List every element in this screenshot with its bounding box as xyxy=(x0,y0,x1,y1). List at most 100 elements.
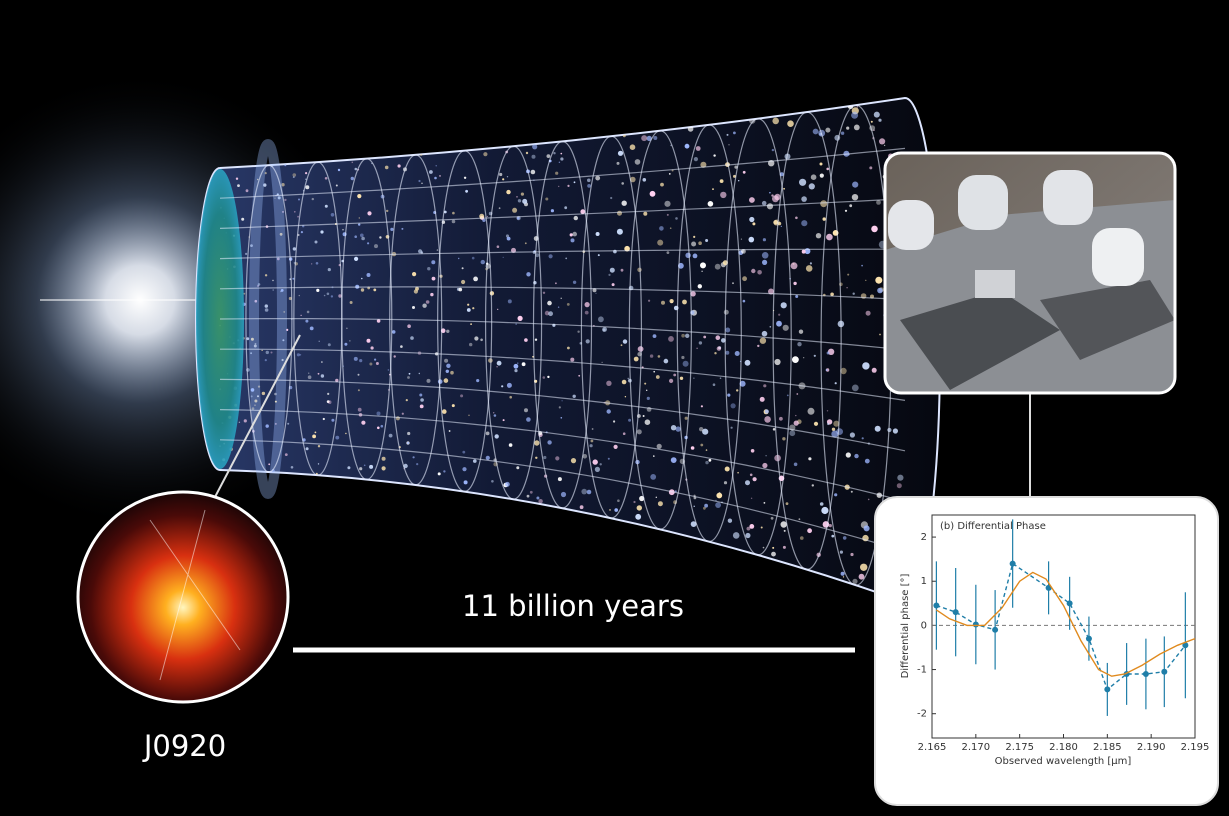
galaxy xyxy=(809,262,813,265)
galaxy xyxy=(370,346,374,350)
galaxy xyxy=(555,456,560,461)
galaxy xyxy=(462,450,466,454)
galaxy xyxy=(287,422,290,425)
galaxy xyxy=(361,236,365,241)
galaxy xyxy=(646,396,650,400)
galaxy xyxy=(437,472,441,476)
galaxy xyxy=(873,129,875,131)
galaxy xyxy=(752,477,757,482)
galaxy xyxy=(292,176,295,179)
galaxy xyxy=(808,457,812,461)
galaxy xyxy=(659,226,664,231)
galaxy xyxy=(517,199,522,203)
galaxy xyxy=(461,267,464,270)
galaxy xyxy=(621,200,627,206)
galaxy xyxy=(707,201,714,207)
galaxy xyxy=(693,377,695,379)
galaxy xyxy=(627,377,629,380)
galaxy xyxy=(708,458,712,462)
galaxy xyxy=(681,333,685,338)
grid-band xyxy=(220,348,906,401)
galaxy xyxy=(257,283,261,286)
galaxy xyxy=(714,263,721,270)
galaxy xyxy=(870,120,873,123)
galaxy xyxy=(435,165,437,167)
galaxy xyxy=(376,411,381,416)
galaxy xyxy=(831,534,835,538)
galaxy xyxy=(783,529,786,532)
galaxy xyxy=(452,211,455,215)
galaxy xyxy=(366,338,371,343)
galaxy xyxy=(851,111,859,119)
galaxy xyxy=(721,338,726,343)
galaxy xyxy=(725,350,730,355)
galaxy xyxy=(834,493,838,497)
galaxy xyxy=(840,571,845,576)
galaxy xyxy=(359,467,363,471)
galaxy xyxy=(580,209,586,215)
galaxy xyxy=(876,200,881,205)
galaxy xyxy=(646,389,648,391)
galaxy xyxy=(630,176,636,183)
galaxy xyxy=(819,173,824,178)
galaxy xyxy=(264,359,267,362)
galaxy xyxy=(727,518,733,523)
shadow xyxy=(900,290,1060,390)
galaxy xyxy=(354,256,359,261)
galaxy xyxy=(410,336,414,340)
galaxy xyxy=(335,184,338,187)
galaxy xyxy=(675,426,681,432)
galaxy xyxy=(602,327,607,332)
galaxy xyxy=(493,414,497,417)
galaxy xyxy=(542,291,546,294)
x-tick-label: 2.190 xyxy=(1137,742,1166,753)
galaxy xyxy=(616,161,620,165)
galaxy xyxy=(345,432,347,435)
galaxy xyxy=(297,215,299,218)
galaxy xyxy=(746,526,751,531)
galaxy xyxy=(858,573,865,580)
galaxy xyxy=(311,263,313,265)
galaxy xyxy=(572,280,577,284)
galaxy xyxy=(254,399,258,403)
galaxy xyxy=(560,297,562,299)
galaxy xyxy=(628,418,632,422)
galaxy xyxy=(801,249,806,254)
time-span-label: 11 billion years xyxy=(462,589,684,623)
galaxy xyxy=(349,301,353,304)
galaxy xyxy=(682,360,689,367)
galaxy xyxy=(264,304,268,308)
galaxy xyxy=(852,578,858,585)
galaxy xyxy=(529,490,533,494)
galaxy xyxy=(673,373,677,377)
galaxy xyxy=(850,490,853,493)
galaxy xyxy=(771,551,776,557)
galaxy xyxy=(479,213,485,219)
galaxy xyxy=(418,372,420,375)
galaxy xyxy=(547,440,552,445)
galaxy xyxy=(656,443,662,449)
galaxy xyxy=(320,374,325,378)
galaxy xyxy=(737,471,739,474)
galaxy xyxy=(309,326,314,331)
x-axis-label: Observed wavelength [μm] xyxy=(995,756,1132,767)
galaxy xyxy=(514,369,518,373)
galaxy xyxy=(782,324,789,331)
galaxy xyxy=(250,352,253,355)
galaxy xyxy=(785,502,789,505)
galaxy xyxy=(864,458,870,464)
galaxy xyxy=(772,428,776,431)
connector xyxy=(214,334,301,498)
galaxy xyxy=(565,257,568,260)
galaxy xyxy=(570,238,575,243)
galaxy xyxy=(265,424,269,428)
galaxy xyxy=(431,260,436,265)
galaxy xyxy=(357,389,360,392)
galaxy xyxy=(613,444,618,449)
galaxy xyxy=(558,406,561,409)
galaxy xyxy=(570,357,575,362)
galaxy xyxy=(636,429,642,435)
galaxy xyxy=(544,310,550,316)
y-axis-label: Differential phase [°] xyxy=(900,573,911,678)
galaxy xyxy=(572,394,576,398)
